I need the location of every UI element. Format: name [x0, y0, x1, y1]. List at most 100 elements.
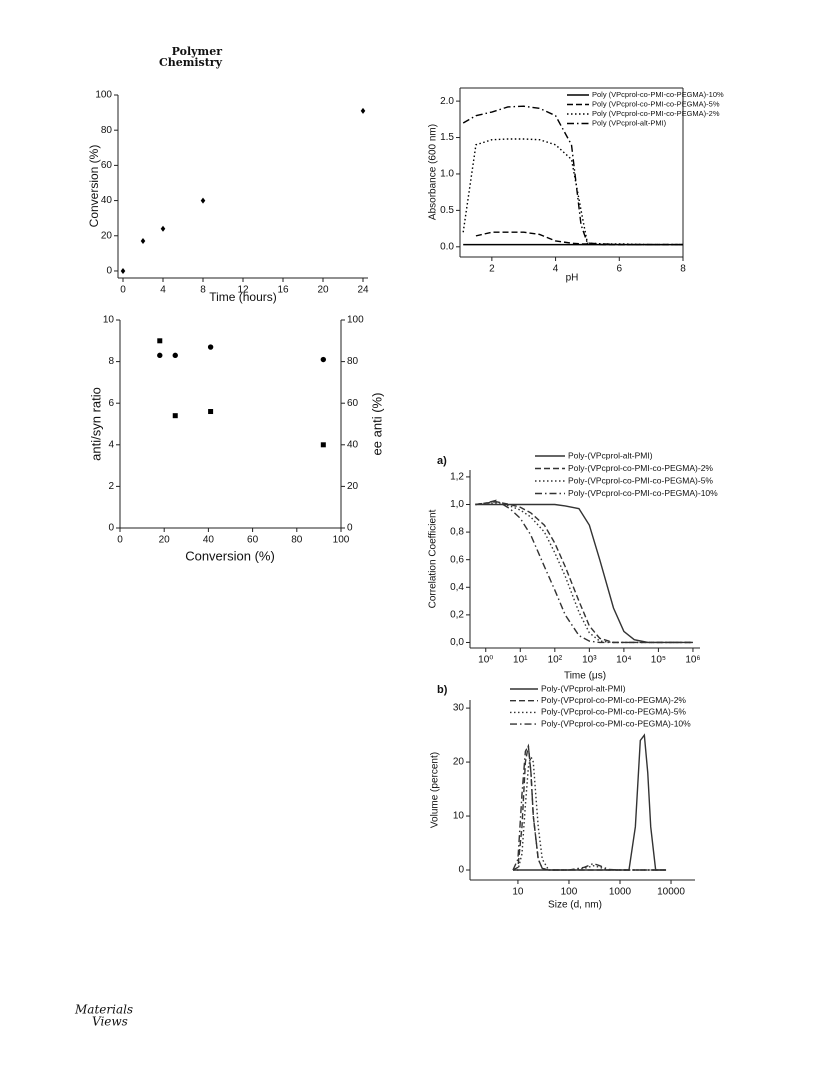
y2-tick-label: 100: [347, 315, 364, 326]
legend-label: Poly (VPcprol-co-PMI-co-PEGMA)-10%: [592, 90, 724, 99]
data-line: [512, 743, 667, 871]
publisher-logo: Views: [92, 1015, 128, 1029]
publisher-logo: Materials: [74, 1003, 133, 1017]
x-tick-label: 6: [617, 264, 623, 275]
data-point: [320, 356, 327, 363]
x-tick-label: 60: [247, 535, 259, 546]
legend-label: Poly-(VPcprol-alt-PMI): [541, 683, 626, 693]
y-tick-label: 0,0: [450, 637, 464, 648]
legend-label: Poly-(VPcprol-co-PMI-co-PEGMA)-2%: [541, 695, 686, 705]
legend-label: Poly-(VPcprol-co-PMI-co-PEGMA)-5%: [541, 707, 686, 717]
y-tick-label: 4: [108, 439, 114, 450]
y-tick-label: 20: [101, 230, 113, 241]
data-point: [360, 107, 366, 114]
y-tick-label: 0: [106, 266, 112, 277]
x-axis-label: Conversion (%): [185, 548, 275, 563]
y-tick-label: 10: [453, 811, 465, 822]
y2-tick-label: 40: [347, 439, 359, 450]
y-tick-label: 0,6: [450, 554, 464, 565]
x-axis-label: Time (hours): [209, 290, 277, 304]
x-axis-label: Size (d, nm): [548, 900, 602, 911]
x-tick-label: 12: [237, 285, 249, 296]
data-line: [512, 754, 667, 871]
x-tick-label: 10⁰: [478, 655, 493, 666]
y-tick-label: 0.5: [440, 205, 454, 216]
data-line: [462, 105, 683, 246]
x-tick-label: 8: [200, 285, 206, 296]
legend-label: Poly-(VPcprol-co-PMI-co-PEGMA)-10%: [541, 718, 691, 728]
x-tick-label: 20: [159, 535, 171, 546]
x-tick-label: 0: [117, 535, 123, 546]
x-tick-label: 16: [277, 285, 289, 296]
data-point: [320, 442, 326, 448]
y-tick-label: 30: [453, 703, 465, 714]
x-tick-label: 20: [317, 285, 329, 296]
x-tick-label: 8: [680, 264, 686, 275]
x-axis-label: Time (μs): [564, 671, 606, 682]
y-axis-label: anti/syn ratio: [88, 387, 103, 461]
data-line: [475, 499, 693, 644]
y2-axis-label: ee anti (%): [369, 393, 384, 456]
data-line: [475, 501, 693, 644]
y-axis-label: Volume (percent): [430, 752, 441, 828]
legend-label: Poly-(VPcprol-alt-PMI): [568, 450, 653, 460]
x-tick-label: 10²: [548, 655, 563, 666]
legend-label: Poly-(VPcprol-co-PMI-co-PEGMA)-2%: [568, 463, 713, 473]
data-line: [462, 138, 683, 246]
y2-tick-label: 60: [347, 398, 359, 409]
legend-label: Poly-(VPcprol-co-PMI-co-PEGMA)-5%: [568, 475, 713, 485]
y-tick-label: 8: [108, 356, 114, 367]
y-tick-label: 100: [95, 90, 112, 101]
y-axis-label: Correlation Coefficient: [428, 509, 439, 608]
y2-tick-label: 20: [347, 481, 359, 492]
x-tick-label: 100: [333, 535, 350, 546]
y-tick-label: 0.0: [440, 241, 454, 252]
x-tick-label: 10: [512, 887, 524, 898]
y-tick-label: 6: [108, 398, 114, 409]
legend-label: Poly-(VPcprol-co-PMI-co-PEGMA)-10%: [568, 488, 718, 498]
x-tick-label: 10⁶: [685, 655, 700, 666]
y-tick-label: 0,2: [450, 610, 464, 621]
y-tick-label: 1,0: [450, 499, 464, 510]
data-point: [120, 267, 126, 274]
y-tick-label: 10: [103, 315, 115, 326]
x-tick-label: 4: [553, 264, 559, 275]
panel-label: a): [437, 455, 447, 467]
legend-label: Poly (VPcprol-co-PMI-co-PEGMA)-2%: [592, 109, 720, 118]
y-tick-label: 2.0: [440, 96, 454, 107]
legend-label: Poly (VPcprol-alt-PMI): [592, 118, 667, 127]
x-tick-label: 2: [489, 264, 495, 275]
journal-name: Chemistry: [159, 56, 223, 69]
y-tick-label: 0: [458, 865, 464, 876]
x-tick-label: 10¹: [513, 655, 528, 666]
x-axis-label: pH: [566, 273, 579, 284]
y-tick-label: 1.5: [440, 132, 454, 143]
data-point: [207, 344, 214, 350]
y-tick-label: 1.0: [440, 169, 454, 180]
y-tick-label: 0,8: [450, 527, 464, 538]
y-tick-label: 0,4: [450, 582, 464, 593]
y2-tick-label: 0: [347, 523, 353, 534]
data-point: [172, 413, 178, 419]
x-tick-label: 10000: [657, 887, 685, 898]
journal-name: Polymer: [172, 45, 223, 58]
x-tick-label: 1000: [609, 887, 632, 898]
x-tick-label: 80: [291, 535, 303, 546]
data-point: [140, 238, 146, 245]
y-tick-label: 2: [108, 481, 114, 492]
x-tick-label: 10⁵: [651, 655, 666, 666]
data-line: [512, 745, 667, 871]
x-tick-label: 4: [160, 285, 166, 296]
x-tick-label: 10⁴: [616, 655, 631, 666]
x-tick-label: 100: [561, 887, 578, 898]
y-tick-label: 60: [101, 160, 113, 171]
data-point: [172, 352, 178, 359]
data-point: [200, 197, 206, 204]
y-tick-label: 1,2: [450, 472, 464, 483]
data-line: [475, 502, 693, 644]
data-point: [160, 225, 166, 232]
y-tick-label: 0: [108, 523, 114, 534]
data-line: [475, 231, 683, 246]
